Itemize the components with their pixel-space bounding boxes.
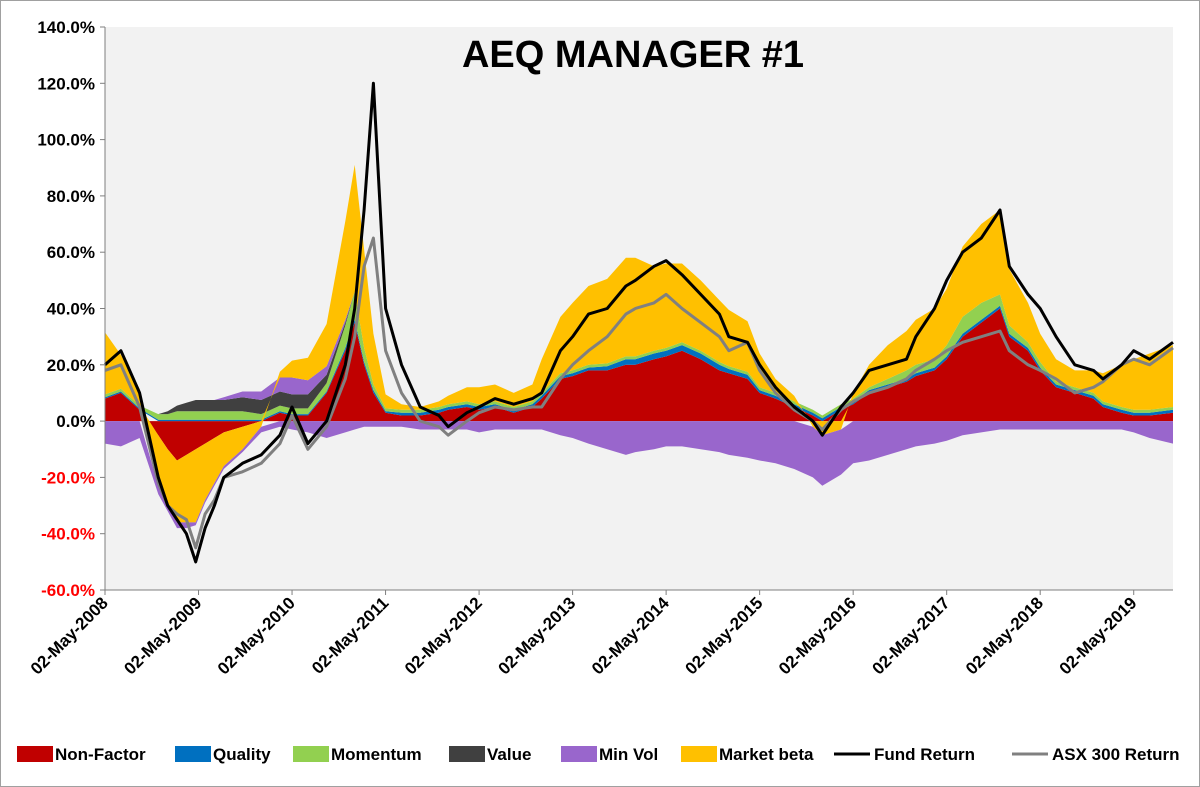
legend-label: ASX 300 Return xyxy=(1052,745,1180,764)
x-tick-label: 02-May-2016 xyxy=(775,593,860,678)
legend-label: Momentum xyxy=(331,745,422,764)
y-tick-label: 60.0% xyxy=(47,243,95,262)
legend-swatch xyxy=(293,746,329,762)
x-tick-label: 02-May-2010 xyxy=(214,593,299,678)
y-tick-label: 80.0% xyxy=(47,187,95,206)
x-tick-label: 02-May-2012 xyxy=(401,593,486,678)
legend-label: Fund Return xyxy=(874,745,975,764)
x-axis-ticks: 02-May-2008 02-May-2009 02-May-2010 02-May-… xyxy=(27,590,1141,678)
legend-label: Non-Factor xyxy=(55,745,146,764)
legend-label: Market beta xyxy=(719,745,814,764)
area-negative-exposures-value-momentum-min-vol xyxy=(105,421,1173,529)
legend-label: Min Vol xyxy=(599,745,658,764)
line-asx-300-return xyxy=(104,236,1174,550)
x-tick-label: 02-May-2008 xyxy=(27,593,112,678)
y-tick-label: 40.0% xyxy=(47,300,95,319)
area-quality xyxy=(105,305,1173,422)
legend-label: Value xyxy=(487,745,531,764)
legend-swatch xyxy=(17,746,53,762)
area-market-beta xyxy=(105,164,1173,523)
legend-swatch xyxy=(561,746,597,762)
line-layers xyxy=(104,81,1174,564)
y-tick-label: 20.0% xyxy=(47,356,95,375)
x-tick-label: 02-May-2014 xyxy=(588,593,673,678)
legend-swatch xyxy=(449,746,485,762)
y-tick-label: 120.0% xyxy=(37,74,95,93)
x-tick-label: 02-May-2019 xyxy=(1056,593,1141,678)
x-tick-label: 02-May-2017 xyxy=(869,593,954,678)
area-value xyxy=(105,291,1173,416)
legend: Non-Factor Quality Momentum Value Min Vol Mar… xyxy=(17,745,1180,764)
x-tick-label: 02-May-2011 xyxy=(308,593,392,677)
line-fund-return xyxy=(104,81,1174,564)
y-tick-label: 100.0% xyxy=(37,131,95,150)
y-tick-label: -60.0% xyxy=(41,581,95,600)
legend-swatch xyxy=(681,746,717,762)
y-tick-label: -20.0% xyxy=(41,468,95,487)
legend-swatch xyxy=(175,746,211,762)
y-tick-label: 0.0% xyxy=(56,412,95,431)
y-tick-label: -40.0% xyxy=(41,525,95,544)
chart-title: AEQ MANAGER #1 xyxy=(462,34,804,76)
x-tick-label: 02-May-2018 xyxy=(962,593,1047,678)
y-axis-ticks: 140.0% 120.0% 100.0% 80.0% 60.0% 40.0% 20.0% 0.… xyxy=(37,18,105,600)
legend-label: Quality xyxy=(213,745,271,764)
x-tick-label: 02-May-2013 xyxy=(494,593,579,678)
x-tick-label: 02-May-2009 xyxy=(120,593,205,678)
y-tick-label: 140.0% xyxy=(37,18,95,37)
area-momentum xyxy=(105,291,1173,420)
x-tick-label: 02-May-2015 xyxy=(682,593,767,678)
area-non-factor xyxy=(105,308,1173,461)
area-layers xyxy=(105,164,1173,529)
